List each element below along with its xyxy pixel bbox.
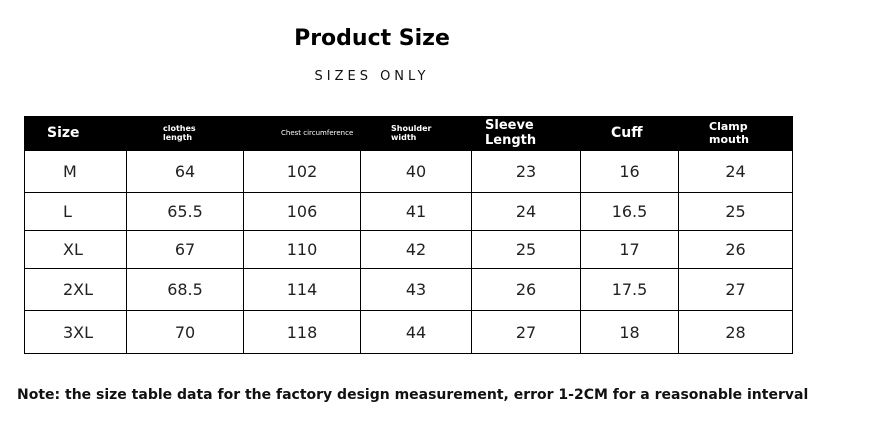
table-cell: L	[25, 193, 127, 231]
table-cell: 3XL	[25, 311, 127, 354]
header-cell: Shoulder width	[361, 117, 472, 151]
table-cell: 102	[244, 151, 361, 193]
table-cell: 110	[244, 231, 361, 269]
table-cell: 26	[472, 269, 581, 311]
table-cell: 17	[581, 231, 679, 269]
header-text: Chest circumference	[281, 128, 354, 137]
table-row: M 64 102 40 23 16 24	[25, 151, 793, 193]
header-text: Shoulder width	[391, 123, 432, 142]
table-cell: 16.5	[581, 193, 679, 231]
table-cell: 2XL	[25, 269, 127, 311]
table-cell: 43	[361, 269, 472, 311]
header-cell: Cuff	[581, 117, 679, 151]
table-cell: 42	[361, 231, 472, 269]
header-row: Size clothes length Chest circumference Sho…	[25, 117, 793, 151]
header-text: Size	[47, 124, 80, 141]
table-cell: 26	[679, 231, 793, 269]
table-cell: 18	[581, 311, 679, 354]
table-cell: 65.5	[127, 193, 244, 231]
table-cell: 23	[472, 151, 581, 193]
table-cell: 68.5	[127, 269, 244, 311]
header-cell: Sleeve Length	[472, 117, 581, 151]
table-cell: XL	[25, 231, 127, 269]
header-text: clothes length	[163, 123, 196, 142]
table-cell: 67	[127, 231, 244, 269]
note: Note: the size table data for the factor…	[17, 387, 809, 403]
subtitle: SIZES ONLY	[314, 69, 430, 84]
table-row: 3XL 70 118 44 27 18 28	[25, 311, 793, 354]
table-cell: 25	[679, 193, 793, 231]
header-text: Clamp mouth	[709, 120, 749, 146]
table-cell: 40	[361, 151, 472, 193]
header-cell: Size	[25, 117, 127, 151]
table-cell: 17.5	[581, 269, 679, 311]
table-cell: 118	[244, 311, 361, 354]
table-cell: 24	[679, 151, 793, 193]
table-row: L 65.5 106 41 24 16.5 25	[25, 193, 793, 231]
table-cell: 27	[679, 269, 793, 311]
title: Product Size	[294, 26, 450, 51]
table-cell: 106	[244, 193, 361, 231]
table-cell: 64	[127, 151, 244, 193]
table-cell: 114	[244, 269, 361, 311]
table-cell: 28	[679, 311, 793, 354]
header-text: Sleeve Length	[485, 118, 537, 148]
table-row: XL 67 110 42 25 17 26	[25, 231, 793, 269]
table-cell: 44	[361, 311, 472, 354]
header-cell: Chest circumference	[244, 117, 361, 151]
table-cell: 16	[581, 151, 679, 193]
table-cell: 24	[472, 193, 581, 231]
header-cell: Clamp mouth	[679, 117, 793, 151]
table-cell: 41	[361, 193, 472, 231]
header-text: Cuff	[611, 124, 643, 141]
table-row: 2XL 68.5 114 43 26 17.5 27	[25, 269, 793, 311]
size-table: Size clothes length Chest circumference Sho…	[24, 116, 793, 354]
table-cell: 25	[472, 231, 581, 269]
header-cell: clothes length	[127, 117, 244, 151]
table-cell: M	[25, 151, 127, 193]
table-cell: 70	[127, 311, 244, 354]
table-cell: 27	[472, 311, 581, 354]
